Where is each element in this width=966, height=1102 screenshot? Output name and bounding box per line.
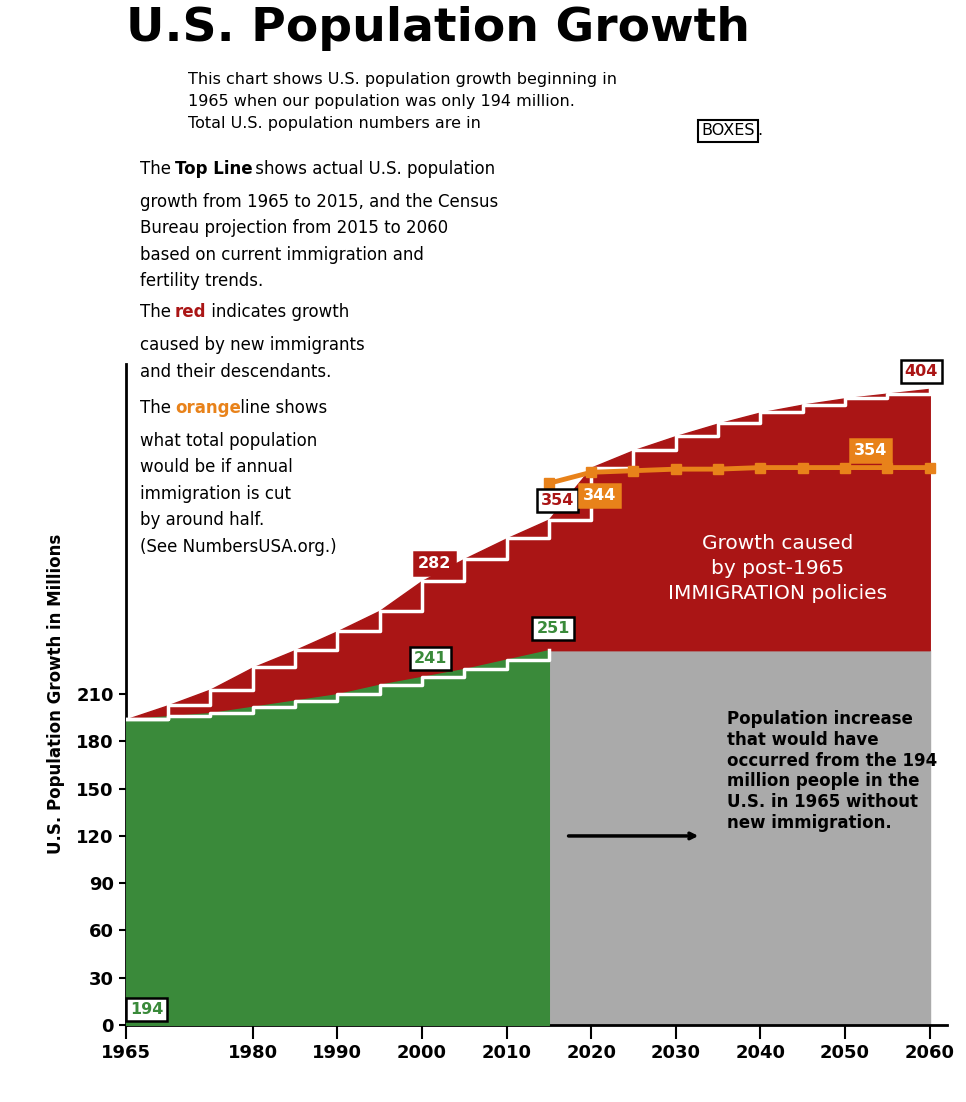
Text: 282: 282 — [418, 557, 451, 571]
Text: Population increase
that would have
occurred from the 194
million people in the
: Population increase that would have occu… — [726, 710, 937, 832]
Text: 251: 251 — [536, 620, 570, 636]
Text: Growth caused
by post-1965
IMMIGRATION policies: Growth caused by post-1965 IMMIGRATION p… — [668, 533, 887, 603]
Text: 354: 354 — [541, 493, 574, 508]
Text: caused by new immigrants
and their descendants.: caused by new immigrants and their desce… — [140, 336, 365, 380]
Text: orange: orange — [175, 399, 241, 417]
Text: 404: 404 — [904, 364, 938, 379]
Text: BOXES: BOXES — [701, 123, 754, 139]
Text: growth from 1965 to 2015, and the Census
Bureau projection from 2015 to 2060
bas: growth from 1965 to 2015, and the Census… — [140, 193, 498, 290]
Text: 194: 194 — [130, 1002, 163, 1017]
Text: The: The — [140, 399, 177, 417]
Text: U.S. Population Growth: U.S. Population Growth — [126, 6, 750, 51]
Text: what total population
would be if annual
immigration is cut
by around half.
(See: what total population would be if annual… — [140, 432, 337, 555]
Text: line shows: line shows — [235, 399, 327, 417]
Text: This chart shows U.S. population growth beginning in
1965 when our population wa: This chart shows U.S. population growth … — [188, 72, 617, 131]
Text: .: . — [757, 123, 762, 139]
Text: 344: 344 — [582, 488, 616, 504]
Text: The: The — [140, 160, 177, 177]
Text: shows actual U.S. population: shows actual U.S. population — [250, 160, 496, 177]
Text: 241: 241 — [413, 650, 447, 666]
Text: Top Line: Top Line — [175, 160, 252, 177]
Text: 354: 354 — [854, 443, 887, 457]
Text: The: The — [140, 303, 177, 321]
Y-axis label: U.S. Population Growth in Millions: U.S. Population Growth in Millions — [47, 534, 65, 854]
Text: indicates growth: indicates growth — [206, 303, 349, 321]
Text: red: red — [175, 303, 207, 321]
